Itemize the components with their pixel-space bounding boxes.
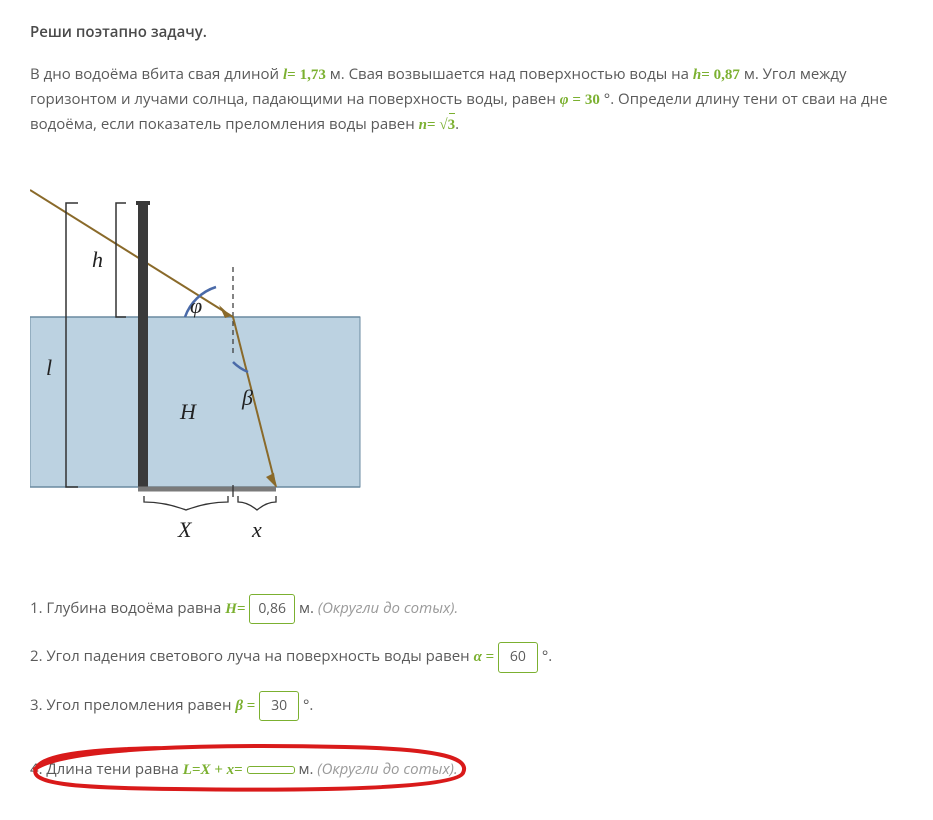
txt: м. Свая возвышается над поверхностью вод… (330, 64, 693, 84)
q2-input[interactable]: 60 (498, 642, 538, 672)
q1-var: H (225, 601, 237, 617)
val-l: 1,73 (300, 67, 326, 83)
q3-unit: °. (303, 695, 313, 715)
question-3: 3. Угол преломления равен β = 30 °. (30, 691, 903, 721)
q1-input[interactable]: 0,86 (249, 594, 295, 624)
q3-input[interactable]: 30 (259, 691, 299, 721)
svg-text:x: x (251, 517, 262, 542)
diagram: l h Hφ β Xx (30, 157, 903, 564)
val-phi: 30 (585, 92, 600, 108)
eq: = (701, 67, 710, 83)
q4-prefix: 4. Длина тени равна (30, 759, 183, 779)
eq: = (572, 92, 581, 108)
q3-eq: = (243, 698, 259, 714)
q1-eq: = (237, 601, 246, 617)
svg-text:l: l (46, 355, 52, 380)
q4-unit: м. (298, 759, 317, 779)
txt: . (455, 114, 459, 134)
svg-text:H: H (179, 399, 197, 424)
svg-text:φ: φ (190, 293, 202, 318)
q2-prefix: 2. Угол падения светового луча на поверх… (30, 646, 474, 666)
q4-eq: = (192, 762, 201, 778)
q2-var: α (474, 649, 482, 665)
problem-text: В дно водоёма вбита свая длиной l= 1,73 … (30, 62, 900, 137)
question-4: 4. Длина тени равна L=X + x= м. (Округли… (30, 757, 458, 782)
svg-text:β: β (241, 385, 253, 410)
question-2: 2. Угол падения светового луча на поверх… (30, 642, 903, 672)
q1-hint: (Округли до сотых). (318, 598, 458, 618)
page-title: Реши поэтапно задачу. (30, 20, 903, 44)
q4-var: L (183, 762, 192, 778)
q4-expr: X + x (201, 762, 235, 778)
val-h: 0,87 (714, 67, 740, 83)
val-n: √3 (439, 113, 455, 137)
q3-var: β (235, 698, 243, 714)
svg-text:X: X (177, 517, 193, 542)
q4-eq2: = (234, 762, 243, 778)
eq: = (427, 117, 436, 133)
q4-hint: (Округли до сотых). (317, 759, 457, 779)
txt: В дно водоёма вбита свая длиной (30, 64, 283, 84)
question-1: 1. Глубина водоёма равна H= 0,86 м. (Окр… (30, 594, 903, 624)
sqrt-sign: √ (439, 117, 447, 133)
q2-eq: = (482, 649, 498, 665)
q3-prefix: 3. Угол преломления равен (30, 695, 235, 715)
var-h: h (693, 67, 701, 83)
sqrt-arg: 3 (448, 117, 456, 133)
svg-text:h: h (92, 247, 103, 272)
var-n: n (419, 117, 427, 133)
q1-unit: м. (299, 598, 318, 618)
q4-input[interactable] (247, 766, 295, 774)
q2-unit: °. (542, 646, 552, 666)
eq: = (287, 67, 296, 83)
diagram-svg: l h Hφ β Xx (30, 157, 370, 557)
q1-prefix: 1. Глубина водоёма равна (30, 598, 225, 618)
var-phi: φ (560, 92, 569, 108)
